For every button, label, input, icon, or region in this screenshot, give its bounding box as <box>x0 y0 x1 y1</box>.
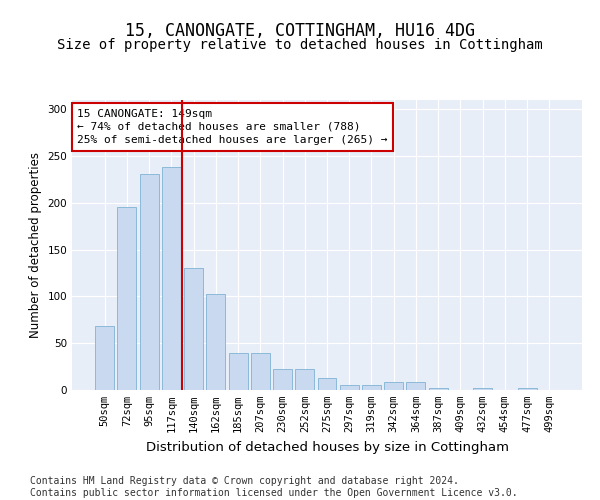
Bar <box>362 386 381 390</box>
Bar <box>184 268 203 390</box>
Bar <box>95 326 114 390</box>
Text: 15 CANONGATE: 149sqm
← 74% of detached houses are smaller (788)
25% of semi-deta: 15 CANONGATE: 149sqm ← 74% of detached h… <box>77 108 388 145</box>
Bar <box>273 370 292 390</box>
Bar <box>473 388 492 390</box>
Bar <box>295 370 314 390</box>
Bar <box>118 206 136 390</box>
Bar <box>384 382 403 390</box>
Text: Size of property relative to detached houses in Cottingham: Size of property relative to detached ho… <box>57 38 543 52</box>
Bar <box>162 168 181 390</box>
Bar <box>518 388 536 390</box>
X-axis label: Distribution of detached houses by size in Cottingham: Distribution of detached houses by size … <box>146 440 509 454</box>
Bar <box>317 378 337 390</box>
Bar <box>340 386 359 390</box>
Bar <box>206 294 225 390</box>
Text: 15, CANONGATE, COTTINGHAM, HU16 4DG: 15, CANONGATE, COTTINGHAM, HU16 4DG <box>125 22 475 40</box>
Bar <box>251 352 270 390</box>
Bar <box>429 388 448 390</box>
Bar <box>229 352 248 390</box>
Text: Contains HM Land Registry data © Crown copyright and database right 2024.
Contai: Contains HM Land Registry data © Crown c… <box>30 476 518 498</box>
Y-axis label: Number of detached properties: Number of detached properties <box>29 152 42 338</box>
Bar <box>140 174 158 390</box>
Bar <box>406 382 425 390</box>
